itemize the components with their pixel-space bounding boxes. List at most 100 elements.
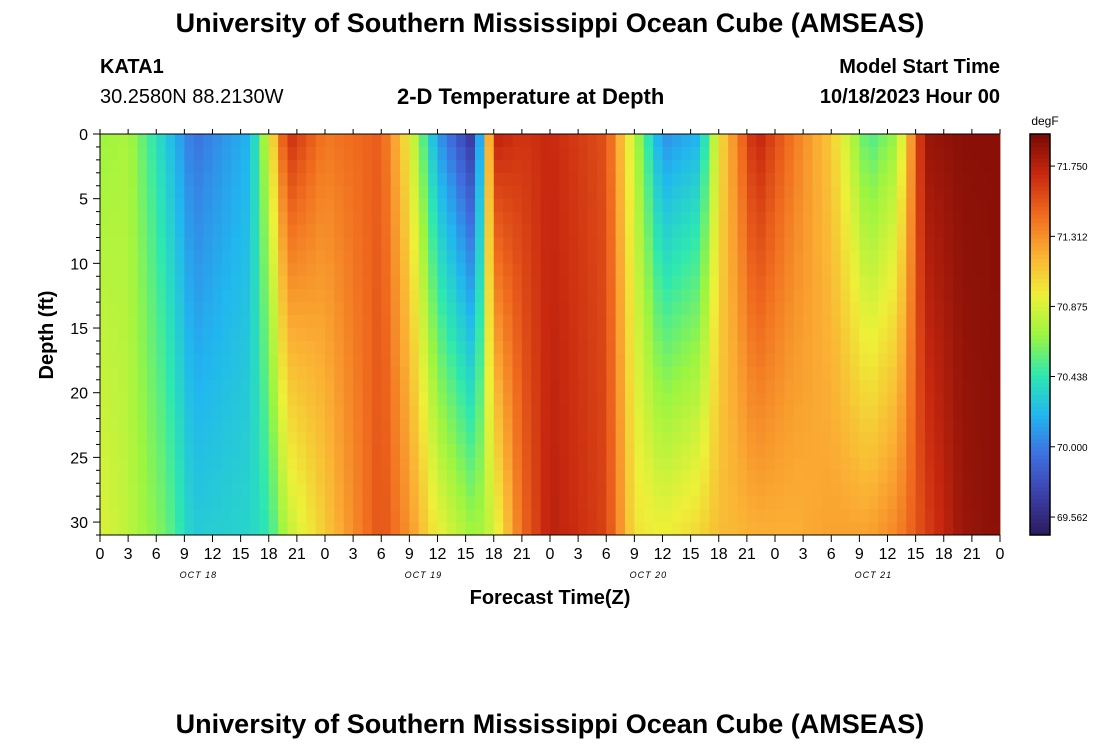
heatmap-cell [306, 340, 317, 355]
heatmap-cell [934, 457, 945, 471]
heatmap-cell [756, 444, 767, 458]
heatmap-cell [821, 276, 832, 290]
heatmap-cell [512, 470, 523, 484]
colorbar-swatch [1030, 406, 1050, 412]
heatmap-cell [934, 211, 945, 225]
heatmap-cell [371, 224, 382, 238]
heatmap-cell [840, 509, 851, 523]
heatmap-cell [484, 509, 495, 523]
heatmap-cell [634, 444, 645, 458]
heatmap-cell [587, 457, 598, 471]
heatmap-cell [212, 483, 223, 497]
heatmap-cell [840, 211, 851, 225]
heatmap-cell [765, 198, 776, 213]
heatmap-cell [746, 353, 757, 368]
heatmap-cell [512, 444, 523, 458]
heatmap-cell [737, 379, 748, 394]
heatmap-cell [728, 444, 738, 458]
heatmap-cell [634, 509, 645, 523]
heatmap-cell [990, 340, 1001, 355]
heatmap-cell [259, 366, 270, 381]
x-tick-label: 3 [124, 546, 133, 563]
heatmap-cell [390, 276, 401, 290]
heatmap-cell [278, 250, 288, 264]
heatmap-cell [700, 496, 710, 510]
heatmap-cell [587, 392, 598, 407]
heatmap-cell [409, 134, 420, 148]
heatmap-cell [756, 198, 767, 213]
heatmap-cell [446, 431, 457, 445]
heatmap-cell [137, 198, 148, 213]
heatmap-cell [456, 224, 467, 238]
heatmap-cell [165, 146, 176, 161]
heatmap-cell [325, 392, 335, 407]
heatmap-cell [390, 198, 401, 213]
heatmap-cell [587, 211, 598, 225]
heatmap-cell [559, 172, 570, 187]
heatmap-cell [109, 315, 120, 329]
heatmap-cell [465, 483, 476, 497]
heatmap-cell [503, 496, 513, 510]
heatmap-cell [981, 159, 992, 174]
heatmap-cell [221, 392, 232, 407]
heatmap-cell [428, 134, 438, 148]
heatmap-cell [109, 224, 120, 238]
heatmap-cell [484, 172, 495, 187]
heatmap-cell [559, 379, 570, 394]
heatmap-cell [568, 366, 579, 381]
heatmap-cell [521, 366, 532, 381]
heatmap-cell [578, 211, 588, 225]
heatmap-cell [306, 457, 317, 471]
heatmap-cell [212, 276, 223, 290]
heatmap-cell [409, 159, 420, 174]
heatmap-cell [812, 379, 823, 394]
heatmap-cell [812, 237, 823, 251]
heatmap-cell [521, 392, 532, 407]
heatmap-cell [231, 353, 242, 368]
heatmap-cell [212, 366, 223, 381]
heatmap-cell [850, 315, 860, 329]
heatmap-cell [315, 457, 326, 471]
heatmap-cell [203, 250, 213, 264]
heatmap-cell [521, 328, 532, 342]
heatmap-cell [446, 328, 457, 342]
heatmap-cell [643, 134, 654, 148]
heatmap-cell [531, 444, 542, 458]
heatmap-cell [109, 509, 120, 523]
heatmap-cell [231, 146, 242, 161]
heatmap-cell [662, 276, 673, 290]
heatmap-cell [231, 340, 242, 355]
heatmap-cell [690, 224, 701, 238]
heatmap-cell [437, 392, 448, 407]
heatmap-cell [925, 340, 935, 355]
heatmap-cell [268, 198, 279, 213]
heatmap-cell [812, 185, 823, 200]
heatmap-cell [259, 392, 270, 407]
heatmap-cell [962, 353, 973, 368]
heatmap-cell [803, 328, 813, 342]
heatmap-cell [775, 146, 785, 161]
heatmap-cell [259, 263, 270, 277]
heatmap-cell [381, 302, 392, 316]
heatmap-cell [831, 185, 842, 200]
heatmap-cell [371, 405, 382, 419]
heatmap-cell [887, 276, 898, 290]
heatmap-cell [953, 366, 963, 381]
heatmap-cell [353, 509, 363, 523]
heatmap-cell [981, 237, 992, 251]
heatmap-cell [728, 431, 738, 445]
heatmap-cell [578, 134, 588, 148]
heatmap-cell [971, 366, 982, 381]
colorbar-tick-label: 70.000 [1057, 443, 1088, 454]
heatmap-cell [268, 263, 279, 277]
heatmap-cell [409, 392, 420, 407]
heatmap-cell [221, 289, 232, 303]
heatmap-cell [896, 431, 907, 445]
heatmap-cell [625, 418, 635, 432]
heatmap-cell [568, 211, 579, 225]
heatmap-cell [212, 405, 223, 419]
heatmap-cell [156, 470, 167, 484]
heatmap-cell [409, 289, 420, 303]
heatmap-cell [512, 366, 523, 381]
heatmap-cell [690, 146, 701, 161]
